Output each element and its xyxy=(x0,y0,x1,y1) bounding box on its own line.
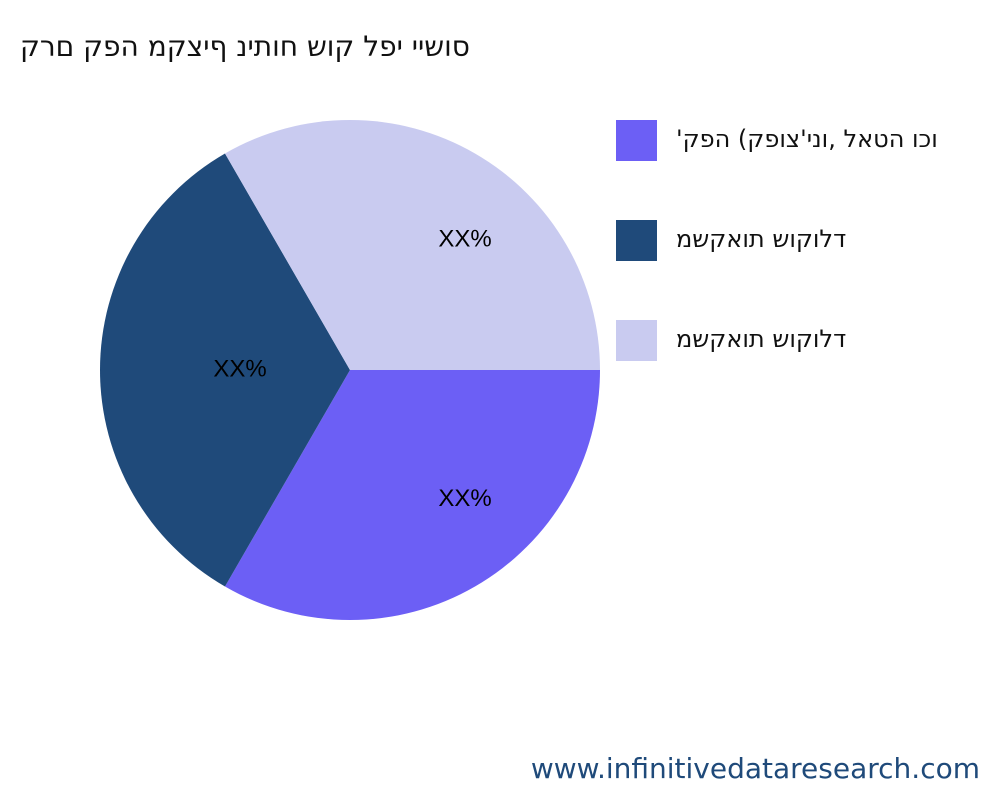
data-label: XX% xyxy=(438,225,491,252)
legend: 'וכו הטאל ,וני'צופק) הפק דלוקוש תואקשמ דלו… xyxy=(616,120,938,361)
legend-label: דלוקוש תואקשמ xyxy=(676,325,846,353)
data-label: XX% xyxy=(438,485,491,512)
data-label: XX% xyxy=(213,355,266,382)
footer: www.infinitivedataresearch.com xyxy=(531,752,980,785)
pie: XX% XX% XX% xyxy=(100,119,600,620)
chart-title: סושיי יפל קוש חותינ ףיצקמ הפק םרק xyxy=(20,30,470,63)
pie-slice xyxy=(225,370,600,620)
legend-swatch xyxy=(616,320,657,361)
pie-slice xyxy=(225,119,600,370)
legend-label: דלוקוש תואקשמ xyxy=(676,225,846,253)
legend-swatch xyxy=(616,120,657,161)
legend-swatch xyxy=(616,220,657,261)
legend-label: 'וכו הטאל ,וני'צופק) הפק xyxy=(676,125,938,153)
